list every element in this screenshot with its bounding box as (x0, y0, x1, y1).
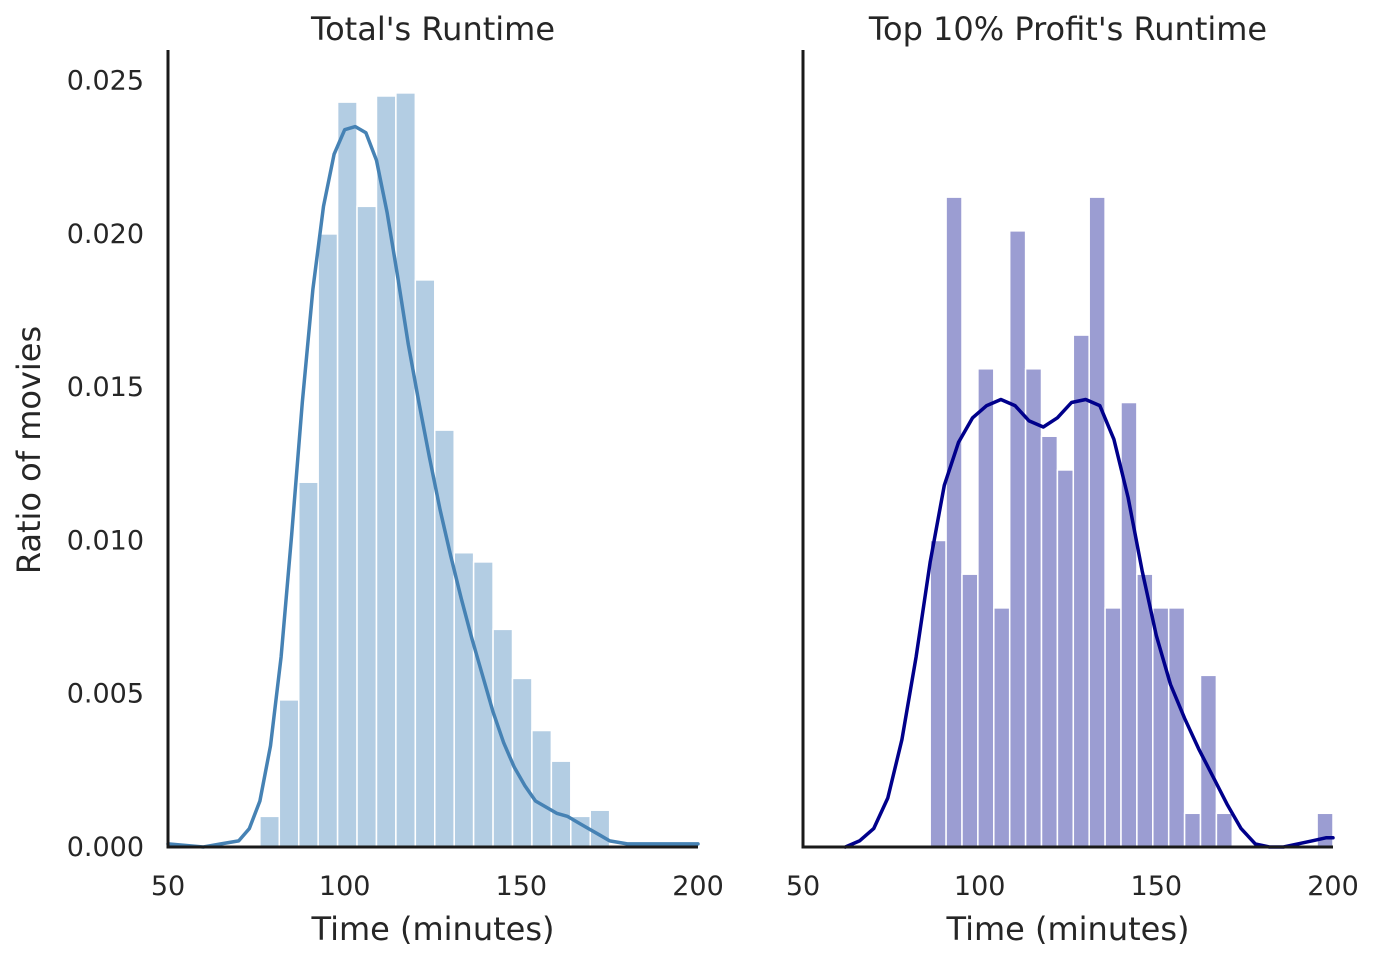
kde-curve (166, 124, 700, 849)
x-axis-label: Time (minutes) (946, 910, 1190, 948)
histogram-bar (414, 279, 436, 848)
panel-total-runtime: Total's Runtime Ratio of movies Time (mi… (10, 10, 724, 948)
histogram-bar (1104, 607, 1122, 848)
histogram-bar (589, 809, 611, 848)
histogram-bar (945, 196, 963, 848)
histogram-bar (336, 101, 358, 848)
kde-line (843, 397, 1335, 849)
y-tick-label: 0.010 (67, 525, 144, 556)
histogram-bar (961, 573, 979, 848)
chart-title: Total's Runtime (310, 10, 555, 48)
histogram-bar (259, 815, 281, 848)
histogram-bar (511, 677, 533, 848)
kde-curve (843, 397, 1335, 849)
chart-title: Top 10% Profit's Runtime (868, 10, 1267, 48)
histogram-bar (453, 551, 475, 848)
x-tick-label: 200 (1307, 871, 1359, 902)
axes (801, 50, 1333, 849)
y-tick-label: 0.000 (67, 832, 144, 863)
histogram-bar (1040, 435, 1059, 848)
histogram-bar (1215, 812, 1234, 848)
histogram-bar (297, 481, 319, 848)
histogram-bar (1199, 674, 1218, 848)
histogram-bar (1152, 607, 1170, 848)
y-tick-label: 0.020 (67, 219, 144, 250)
x-axis-label: Time (minutes) (311, 910, 555, 948)
y-tick-label: 0.025 (67, 66, 144, 97)
histogram-bar (1120, 401, 1138, 848)
x-tick-label: 100 (954, 871, 1006, 902)
kde-line (166, 124, 700, 849)
x-ticks: 50 100 150 200 (151, 871, 724, 902)
histogram-bar (1167, 607, 1186, 848)
histogram-bar (993, 607, 1011, 848)
histogram-bar (1072, 334, 1090, 848)
x-tick-label: 50 (151, 871, 185, 902)
bars (259, 92, 611, 848)
histogram-bar (1024, 368, 1043, 848)
x-tick-label: 100 (319, 871, 371, 902)
x-tick-label: 50 (786, 871, 820, 902)
histogram-bar (317, 233, 339, 848)
histogram-bar (977, 368, 995, 848)
axes (166, 50, 698, 849)
histogram-bar (929, 539, 947, 848)
x-ticks: 50 100 150 200 (786, 871, 1359, 902)
histogram-bar (278, 699, 300, 848)
x-tick-label: 200 (672, 871, 724, 902)
y-tick-label: 0.015 (67, 372, 144, 403)
histogram-bar (1088, 196, 1106, 848)
y-axis-label: Ratio of movies (10, 326, 48, 574)
y-tick-label: 0.005 (67, 679, 144, 710)
x-tick-label: 150 (1131, 871, 1183, 902)
histogram-bar (395, 92, 417, 848)
histogram-bar (531, 729, 553, 848)
histogram-bar (1316, 812, 1334, 848)
x-tick-label: 150 (496, 871, 548, 902)
histogram-bar (1056, 469, 1075, 848)
histogram-bar (1008, 230, 1027, 848)
histogram-bar (356, 205, 378, 848)
panel-top10-runtime: Top 10% Profit's Runtime Time (minutes) … (786, 10, 1359, 948)
histogram-bar (550, 760, 572, 848)
y-ticks: 0.000 0.005 0.010 0.015 0.020 0.025 (67, 66, 144, 863)
histogram-bar (1183, 812, 1202, 848)
